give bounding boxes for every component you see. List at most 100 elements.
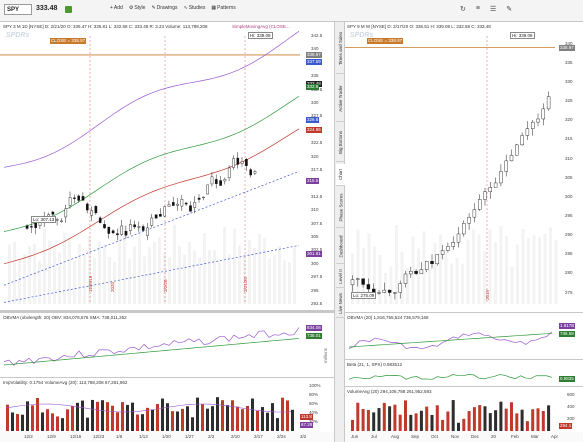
bg-volume-bar <box>198 257 201 304</box>
tab-level-ii[interactable]: Level II <box>336 266 345 288</box>
tab-times-and-sales[interactable]: Times and Sales <box>336 24 345 74</box>
candle-body <box>51 211 55 215</box>
candle-body <box>128 224 132 231</box>
candle-body <box>249 169 253 176</box>
candle-body <box>120 225 123 235</box>
vol-avg-line <box>5 403 292 413</box>
volume-bar <box>26 401 29 431</box>
bg-volume-bar <box>83 254 86 304</box>
volume-bar <box>398 414 402 431</box>
volume-bar <box>226 405 229 431</box>
y-tick-label: 330 <box>565 78 573 84</box>
volume-bar <box>393 404 397 431</box>
candle-body <box>64 208 68 218</box>
tab-live-news[interactable]: Live News <box>336 290 345 318</box>
bg-volume-bar <box>218 260 221 304</box>
volume-bar <box>446 411 450 431</box>
right-volume-panel[interactable]: VolumeAvg (20) 294,106,788 261,952,593 6… <box>345 386 583 432</box>
left-vol-header: ImpVolatility: 0.1754 VolumeAvg (20): 11… <box>3 380 128 385</box>
volume-bar <box>536 408 540 431</box>
candle-body <box>419 269 424 274</box>
y-tick-label: 292.5 <box>311 301 323 306</box>
bg-volume-bar <box>422 231 426 304</box>
candle-body <box>111 230 115 234</box>
volume-bar <box>361 409 365 431</box>
bg-volume-bar <box>516 244 519 304</box>
tab-phase-scores[interactable]: Phase Scores <box>336 188 345 228</box>
candle-body <box>525 128 530 136</box>
candle-body <box>387 289 392 293</box>
patterns-button[interactable]: ▦ Patterns <box>211 5 236 11</box>
add-button[interactable]: + Add <box>110 5 123 11</box>
volume-bar <box>76 402 79 431</box>
bg-volume-bar <box>68 237 71 304</box>
left-obv-panel[interactable]: OBVMA (obvlength: 20) OBV: 834,078,676 S… <box>0 312 334 376</box>
volume-bar <box>462 418 466 431</box>
bg-volume-bar <box>268 258 271 304</box>
volume-bar <box>291 409 294 431</box>
toolbar-buttons: + Add ⚙ Style ✎ Drawings ∿ Studies ▦ Pat… <box>110 5 236 11</box>
x-tick-label: 1/20 <box>162 434 171 439</box>
y-tick-label: 297.5 <box>311 274 323 280</box>
x-tick-label: Dec <box>471 434 480 439</box>
tab-big-buttons[interactable]: Big Buttons <box>336 124 345 162</box>
right-obv-header: OBVMA (20) 1,816,755,524 736,579,168 <box>347 315 429 320</box>
volume-bar <box>116 412 119 431</box>
candle-body <box>546 96 551 110</box>
bg-volume-bar <box>118 226 121 304</box>
left-volume-panel[interactable]: ImpVolatility: 0.1754 VolumeAvg (20): 11… <box>0 377 334 432</box>
bg-volume-bar <box>108 256 111 304</box>
bg-volume-bar <box>263 237 266 304</box>
volume-bar <box>246 405 249 431</box>
bg-volume-bar <box>362 247 365 304</box>
bg-volume-bar <box>384 272 387 304</box>
right-obv-panel[interactable]: OBVMA (20) 1,816,755,524 736,579,168 1.8… <box>345 312 583 358</box>
edit-icon[interactable]: ✎ <box>506 6 513 13</box>
right-chart-header: SPY 9 M W [NYSE] D: 2/17/20 O: 336.51 H:… <box>347 24 491 29</box>
bg-volume-bar <box>389 266 393 304</box>
tab-dashboard[interactable]: Dashboard <box>336 230 345 264</box>
volume-bar <box>494 410 498 431</box>
bg-volume-bar <box>367 233 371 304</box>
hi-label: Hi: 339.08 <box>510 32 535 39</box>
volume-bar <box>6 404 9 431</box>
volume-bar <box>196 397 199 431</box>
candle-body <box>240 161 244 164</box>
bg-volume-bar <box>395 224 398 304</box>
list-icon[interactable]: ☰ <box>489 6 497 13</box>
volume-bar <box>141 414 144 431</box>
volume-bar <box>499 401 503 431</box>
candle-body <box>171 202 175 206</box>
studies-button[interactable]: ∿ Studies <box>183 5 206 11</box>
candle-body <box>103 224 106 229</box>
volume-bar <box>146 407 149 431</box>
tab-chart[interactable]: Chart <box>336 164 345 186</box>
bg-volume-bar <box>288 262 291 304</box>
menu-icon[interactable]: ≡ <box>475 5 480 12</box>
y-tick-label: 330 <box>311 100 319 105</box>
drawings-button[interactable]: ✎ Drawings <box>151 5 178 11</box>
bg-volume-bar <box>168 257 171 304</box>
y-tick-label: 327.5 <box>311 113 323 119</box>
volume-bar <box>161 398 164 431</box>
style-button[interactable]: ⚙ Style <box>128 5 146 11</box>
left-price-chart[interactable]: SPY 3 M 1D [NYSE] D: 2/21/20 O: 335.47 H… <box>0 22 334 310</box>
candle-body <box>504 160 508 172</box>
volume-bar <box>16 413 19 431</box>
flag-icon[interactable] <box>65 6 72 13</box>
candle-body <box>350 279 355 286</box>
refresh-icon[interactable]: ↻ <box>460 6 466 13</box>
bg-volume-bar <box>248 239 251 304</box>
candle-body <box>60 220 63 222</box>
candle-body <box>398 283 402 293</box>
candle-body <box>236 157 240 165</box>
price-tag: 333.48 <box>306 81 322 88</box>
candle-body <box>530 121 535 129</box>
right-beta-header: Beta (21, 1, SPX) 0.983512 <box>347 362 403 367</box>
symbol-input[interactable]: SPY <box>4 4 32 15</box>
tab-active-trader[interactable]: Active Trader <box>336 76 345 122</box>
y-tick-label: 340 <box>565 40 573 46</box>
right-beta-panel[interactable]: Beta (21, 1, SPX) 0.983512 0.9835 <box>345 359 583 385</box>
left-obv-header: OBVMA (obvlength: 20) OBV: 834,078,676 S… <box>3 315 127 320</box>
right-price-chart[interactable]: SPY 9 M W [NYSE] D: 2/17/20 O: 336.51 H:… <box>345 22 583 310</box>
